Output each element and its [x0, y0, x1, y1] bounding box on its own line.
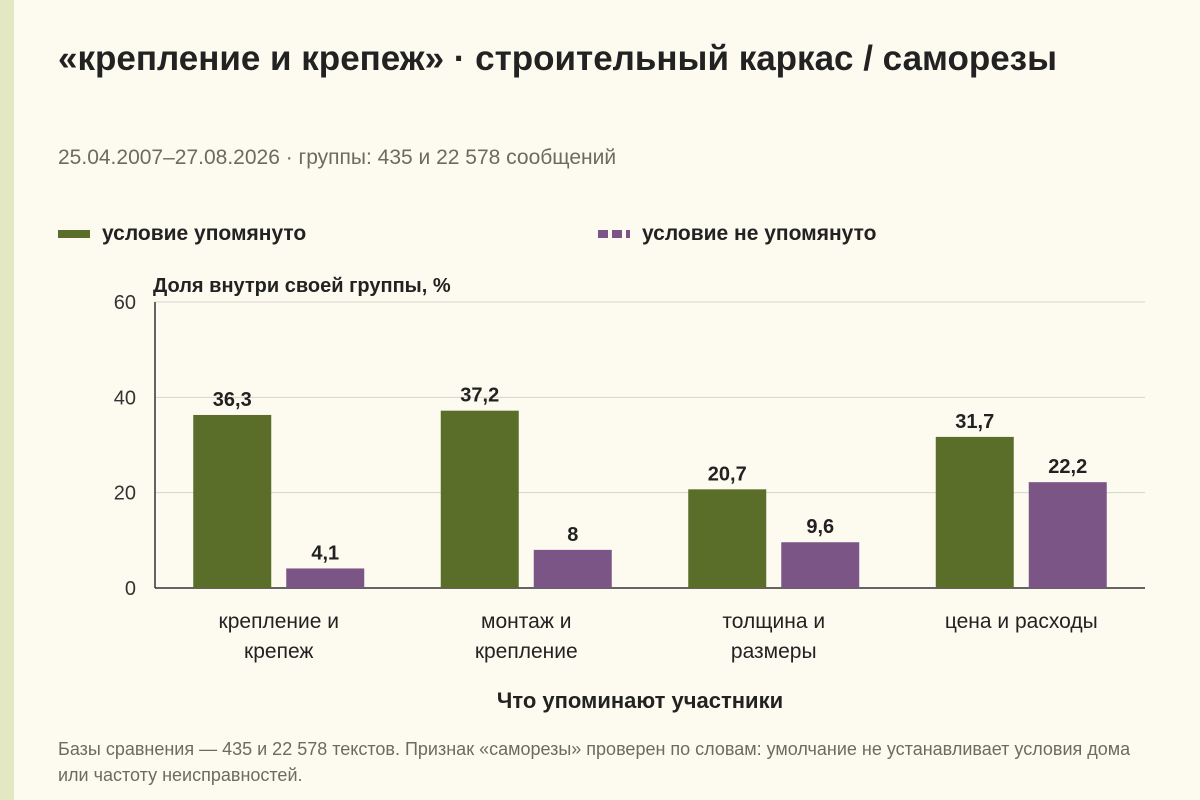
x-tick-label: размеры	[731, 640, 817, 663]
x-tick-label: крепеж	[244, 640, 313, 663]
legend-swatch-not-mentioned	[598, 230, 630, 238]
x-tick-label: крепление	[475, 640, 578, 663]
bar	[286, 568, 365, 588]
y-axis-title: Доля внутри своей группы, %	[153, 275, 451, 297]
x-axis-title: Что упоминают участники	[497, 688, 783, 713]
bar	[193, 414, 272, 588]
x-tick-label: монтаж и	[481, 610, 571, 633]
x-tick-label: толщина и	[722, 610, 825, 633]
bar	[935, 436, 1014, 588]
footnote: Базы сравнения — 435 и 22 578 текстов. П…	[58, 739, 1131, 785]
data-label: 22,2	[1048, 456, 1087, 478]
legend-item-not-mentioned: условие не упомянуто	[598, 219, 876, 249]
data-label: 20,7	[708, 463, 747, 485]
y-tick-label: 20	[114, 483, 136, 505]
chart-subtitle: 25.04.2007–27.08.2026 · группы: 435 и 22…	[58, 146, 617, 169]
legend-swatch-mentioned	[58, 230, 90, 238]
bar	[440, 410, 519, 588]
accent-strip	[0, 0, 14, 800]
legend-label-mentioned: условие упомянуто	[102, 222, 307, 245]
y-tick-label: 60	[114, 292, 136, 314]
bar	[1028, 482, 1107, 588]
data-label: 36,3	[213, 389, 252, 411]
data-label: 4,1	[311, 542, 339, 564]
y-tick-label: 0	[125, 578, 136, 600]
chart-title: «крепление и крепеж» · строительный карк…	[58, 39, 1057, 78]
data-label: 9,6	[806, 516, 834, 538]
y-tick-label: 40	[114, 387, 136, 409]
data-label: 37,2	[460, 385, 499, 407]
data-label: 8	[567, 524, 578, 546]
x-tick-label: крепление и	[219, 610, 339, 633]
bar	[688, 489, 767, 588]
bar	[533, 549, 612, 588]
x-tick-label: цена и расходы	[945, 610, 1098, 633]
legend-label-not-mentioned: условие не упомянуто	[642, 222, 877, 245]
data-label: 31,7	[955, 411, 994, 433]
bar	[781, 542, 860, 588]
legend-item-mentioned: условие упомянуто	[58, 219, 306, 249]
